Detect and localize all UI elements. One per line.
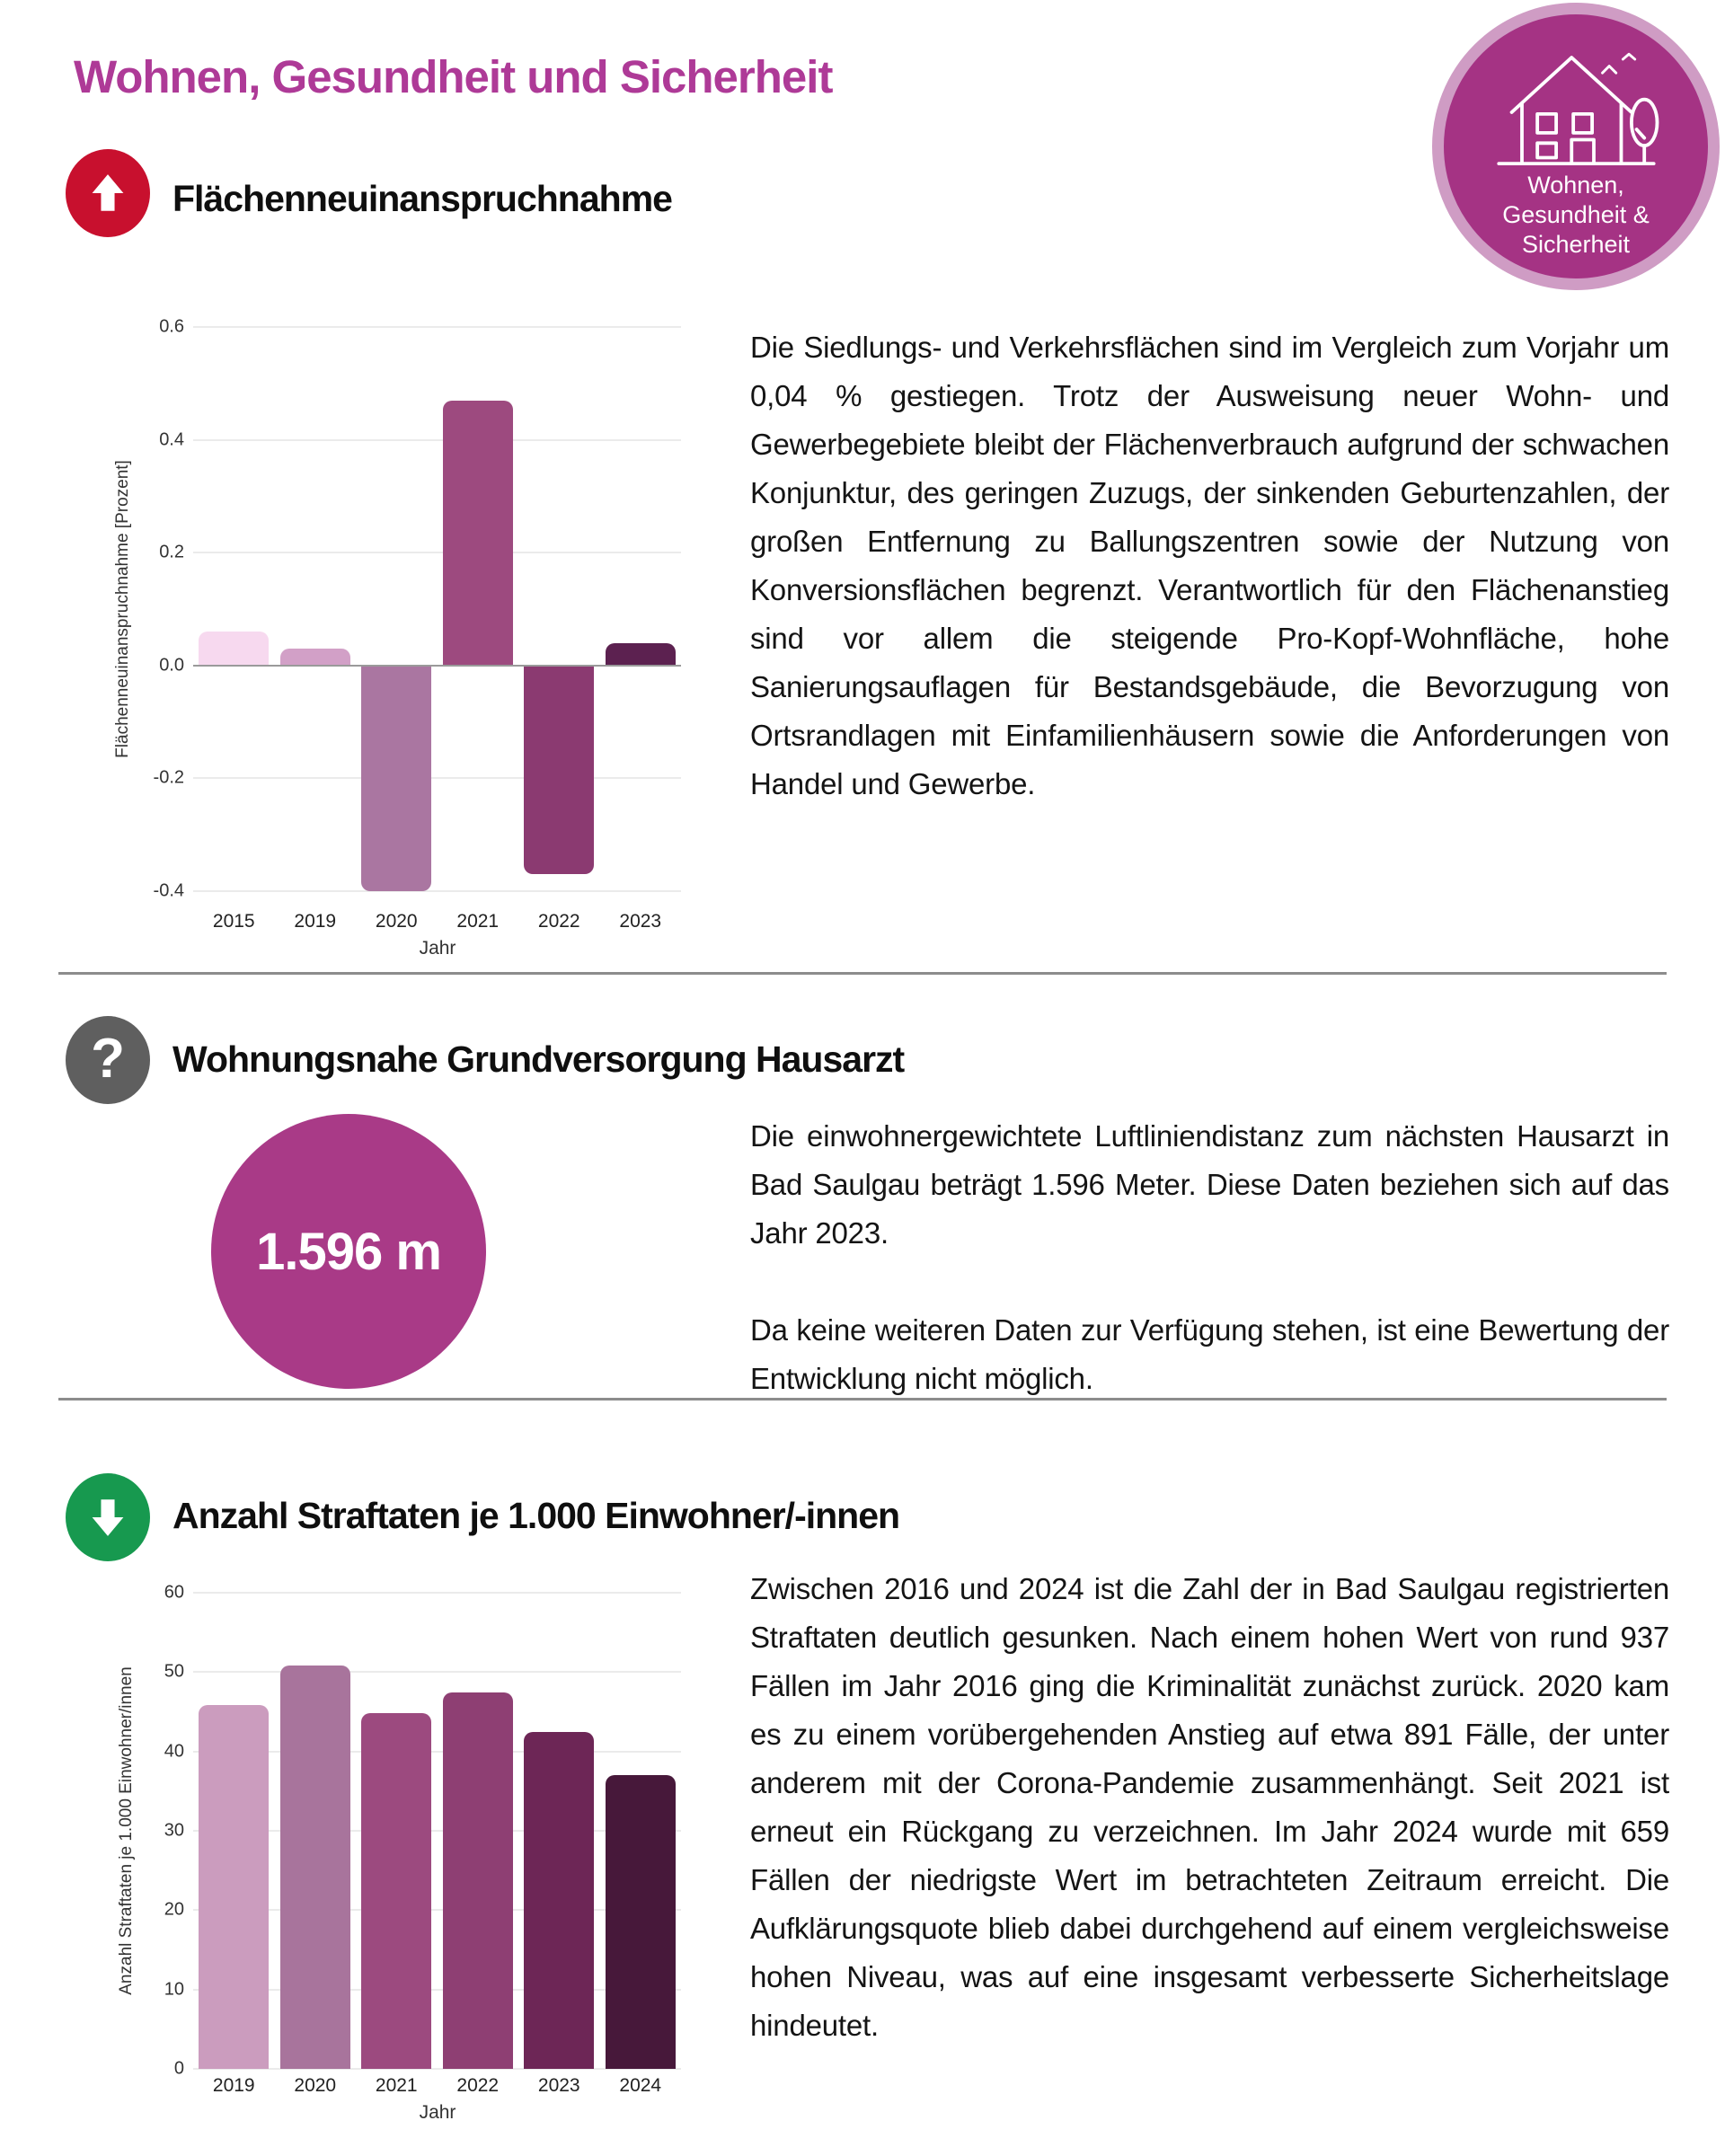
y-axis: 60 50 40 30 20 10 0	[85, 1583, 184, 2079]
bar	[361, 665, 432, 891]
badge-label-line3: Sicherheit	[1521, 231, 1631, 258]
badge-label-line2: Gesundheit &	[1502, 201, 1650, 228]
paragraph: Da keine weiteren Daten zur Verfügung st…	[750, 1313, 1669, 1395]
y-tick-label: -0.4	[153, 880, 184, 901]
x-tick-label: 2021	[456, 911, 500, 932]
x-tick-label: 2024	[619, 2075, 662, 2096]
y-tick-label: 30	[164, 1820, 184, 1841]
bar-chart-straftaten: Anzahl Straftaten je 1.000 Einwohner/inn…	[85, 1561, 705, 2156]
x-tick-label: 2021	[375, 2075, 418, 2096]
gridline	[193, 1830, 681, 1832]
kpi-distance-circle: 1.596 m	[211, 1114, 486, 1389]
gridline	[193, 1671, 681, 1674]
section-heading-flaeche: Flächenneuinanspruchnahme	[172, 178, 673, 219]
gridline	[193, 1909, 681, 1912]
paragraph: Die einwohnergewichtete Luftliniendistan…	[750, 1119, 1669, 1250]
question-icon: ?	[66, 1016, 150, 1104]
section-text-hausarzt: Die einwohnergewichtete Luftliniendistan…	[750, 1112, 1669, 1403]
arrow-down-icon	[66, 1473, 150, 1561]
badge-label-line1: Wohnen,	[1527, 172, 1624, 199]
y-axis: 0.6 0.4 0.2 0.0 -0.2 -0.4	[85, 317, 184, 901]
bar	[199, 1704, 270, 2069]
section-divider	[58, 1398, 1667, 1401]
y-tick-label: 60	[164, 1582, 184, 1603]
bar	[279, 648, 350, 666]
x-axis: 2019 2020 2021 2022 2023 2024	[193, 2075, 681, 2102]
x-tick-label: 2023	[537, 2075, 580, 2096]
x-tick-label: 2019	[212, 2075, 255, 2096]
section-heading-straftaten: Anzahl Straftaten je 1.000 Einwohner/-in…	[172, 1495, 900, 1536]
y-tick-label: 0	[173, 2058, 184, 2079]
plot-area	[193, 1592, 681, 2070]
gridline	[193, 2068, 681, 2070]
y-tick-label: 0.4	[159, 429, 184, 450]
section-text-straftaten: Zwischen 2016 und 2024 ist die Zahl der …	[750, 1572, 1669, 2042]
section-heading-hausarzt: Wohnungsnahe Grundversorgung Hausarzt	[172, 1038, 905, 1080]
x-tick-label: 2020	[294, 2075, 337, 2096]
x-tick-label: 2023	[619, 911, 662, 932]
bar	[524, 665, 595, 875]
x-tick-label: 2015	[212, 911, 255, 932]
x-tick-label: 2019	[294, 911, 337, 932]
y-tick-label: 10	[164, 1979, 184, 2000]
x-axis-title: Jahr	[419, 2102, 456, 2123]
bar	[361, 1713, 432, 2069]
y-tick-label: 0.2	[159, 542, 184, 562]
y-tick-label: 50	[164, 1661, 184, 1682]
gridline	[193, 552, 681, 554]
bar	[442, 400, 513, 666]
gridline	[193, 1592, 681, 1594]
bar	[605, 1775, 676, 2069]
bar-chart-flaechenneuinanspruchnahme: Flächenneuinanspruchnahme [Prozent] 0.6 0…	[85, 307, 705, 972]
section-divider	[58, 972, 1667, 975]
gridline	[193, 1988, 681, 1991]
y-tick-label: 0.0	[159, 655, 184, 676]
x-axis-title: Jahr	[419, 938, 456, 959]
x-tick-label: 2022	[456, 2075, 500, 2096]
zero-axis-line	[193, 664, 681, 667]
house-icon	[1497, 52, 1659, 166]
x-tick-label: 2020	[375, 911, 418, 932]
bar	[199, 632, 270, 666]
bar	[442, 1692, 513, 2069]
arrow-up-icon	[66, 149, 150, 237]
bar	[279, 1666, 350, 2069]
gridline	[193, 777, 681, 780]
question-glyph: ?	[91, 1027, 125, 1090]
y-tick-label: 40	[164, 1741, 184, 1762]
plot-area	[193, 326, 681, 892]
y-tick-label: -0.2	[153, 767, 184, 788]
gridline	[193, 326, 681, 328]
section-text-flaeche: Die Siedlungs- und Verkehrsflächen sind …	[750, 331, 1669, 800]
page-title: Wohnen, Gesundheit und Sicherheit	[74, 51, 833, 102]
y-tick-label: 20	[164, 1899, 184, 1920]
x-tick-label: 2022	[537, 911, 580, 932]
gridline	[193, 1750, 681, 1753]
bar	[605, 642, 676, 666]
x-axis: 2015 2019 2020 2021 2022 2023	[193, 911, 681, 938]
bar	[524, 1731, 595, 2069]
y-tick-label: 0.6	[159, 316, 184, 337]
gridline	[193, 890, 681, 892]
category-badge: Wohnen, Gesundheit & Sicherheit	[1432, 3, 1720, 290]
gridline	[193, 438, 681, 441]
kpi-distance-value: 1.596 m	[256, 1222, 442, 1281]
